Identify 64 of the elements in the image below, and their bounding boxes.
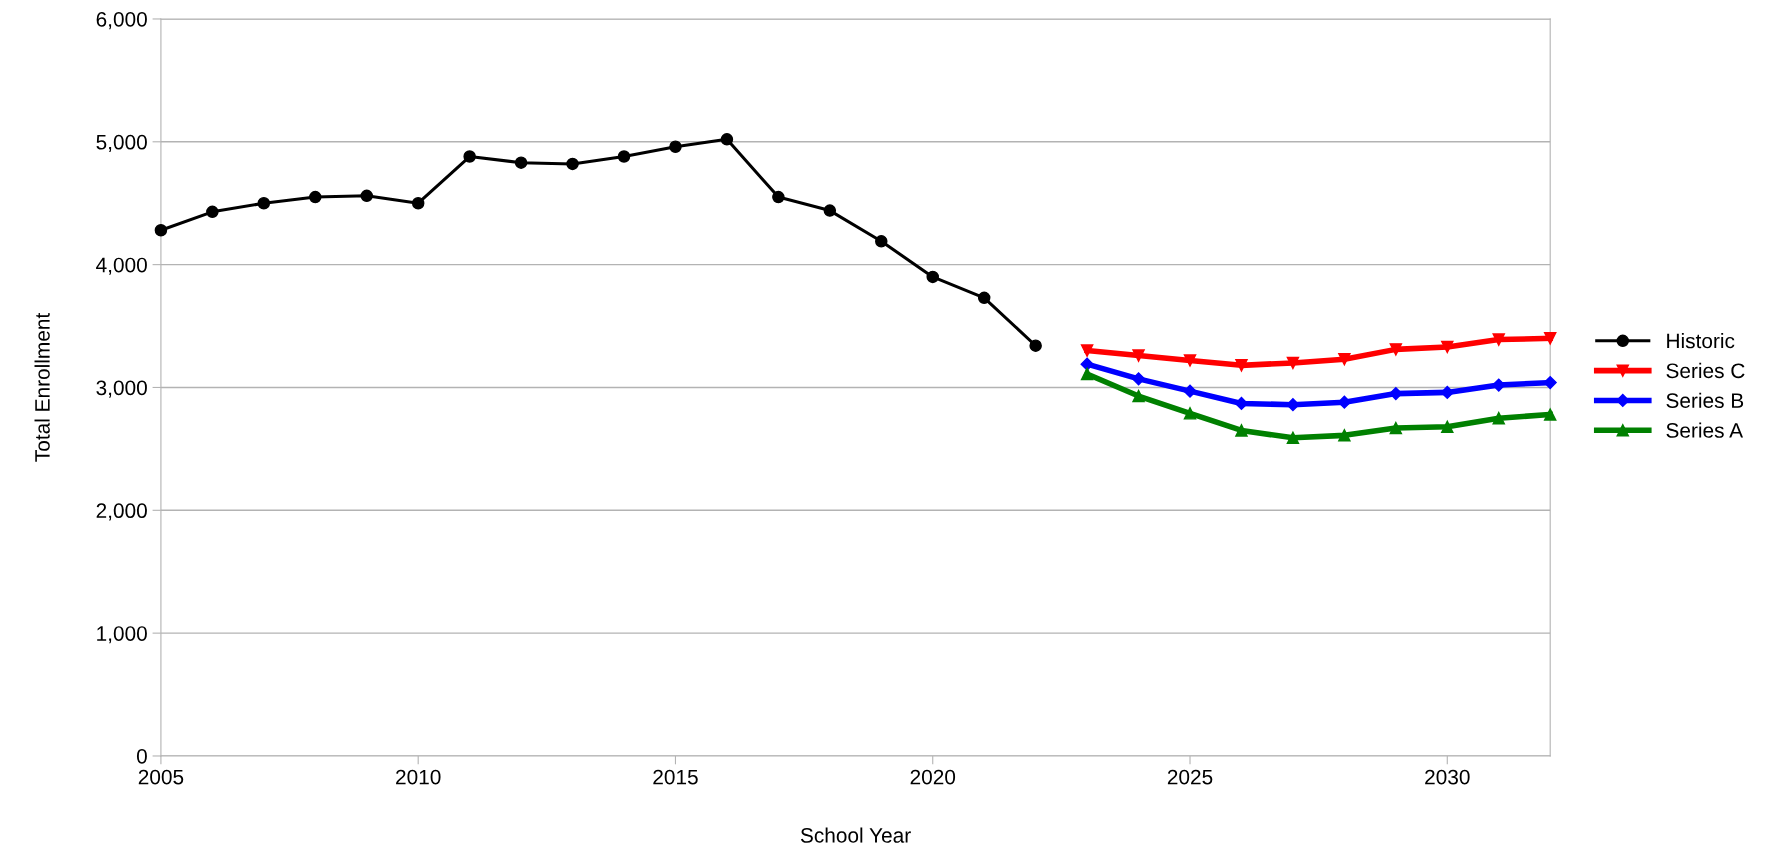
- point: [720, 133, 734, 146]
- point: [1492, 333, 1505, 346]
- point: [1132, 349, 1145, 362]
- y-tick-label: 3,000: [96, 380, 147, 398]
- legend-label: Series A: [1666, 422, 1744, 438]
- point: [1338, 352, 1351, 366]
- point: [772, 190, 785, 204]
- point: [1183, 384, 1197, 398]
- point: [1235, 424, 1248, 437]
- point: [1543, 332, 1557, 345]
- point: [360, 189, 373, 203]
- y-tick-label: 0: [136, 748, 147, 764]
- point: [1441, 420, 1454, 434]
- x-axis-title: School Year: [800, 827, 911, 843]
- x-tick-label: 2025: [1167, 769, 1213, 785]
- point: [1080, 367, 1094, 381]
- point: [1131, 372, 1146, 386]
- point: [1286, 398, 1300, 412]
- y-tick-label: 6,000: [96, 11, 147, 30]
- y-tick-label: 1,000: [97, 626, 147, 644]
- point: [1492, 378, 1506, 392]
- point: [1543, 408, 1557, 421]
- y-axis-title: Total Enrollment: [34, 312, 50, 462]
- point: [463, 150, 476, 163]
- y-tick-label: 5,000: [96, 134, 147, 153]
- point: [411, 196, 425, 210]
- point: [1389, 421, 1403, 435]
- point: [1132, 389, 1145, 403]
- point: [977, 291, 991, 305]
- point: [514, 156, 528, 169]
- point: [617, 150, 631, 163]
- legend-label: Series C: [1666, 362, 1745, 379]
- point: [1543, 375, 1557, 390]
- point: [206, 205, 219, 219]
- y-tick-label: 2,000: [96, 503, 147, 521]
- point: [875, 235, 888, 248]
- point: [1441, 340, 1454, 354]
- point: [1080, 344, 1094, 357]
- point: [257, 196, 271, 210]
- point: [669, 140, 682, 153]
- legend-label: Historic: [1667, 333, 1735, 349]
- legend-label: Series B: [1666, 392, 1744, 408]
- x-tick-label: 2015: [653, 769, 698, 785]
- point: [1183, 354, 1197, 367]
- x-tick-label: 2020: [910, 769, 956, 785]
- point: [1029, 339, 1042, 352]
- point: [566, 157, 579, 171]
- point: [1235, 359, 1248, 372]
- point: [1492, 411, 1505, 425]
- x-tick-label: 2010: [396, 769, 441, 785]
- point: [926, 270, 939, 284]
- point: [823, 204, 837, 217]
- point: [1338, 429, 1351, 442]
- point: [1337, 395, 1351, 409]
- point: [309, 190, 322, 204]
- x-tick-label: 2005: [138, 769, 184, 785]
- point: [1183, 407, 1197, 420]
- point: [1080, 357, 1094, 371]
- point: [1286, 356, 1300, 370]
- point: [1286, 431, 1300, 445]
- x-tick-label: 2030: [1425, 769, 1470, 785]
- point: [1389, 343, 1403, 356]
- point: [154, 223, 168, 237]
- y-tick-label: 4,000: [96, 257, 147, 275]
